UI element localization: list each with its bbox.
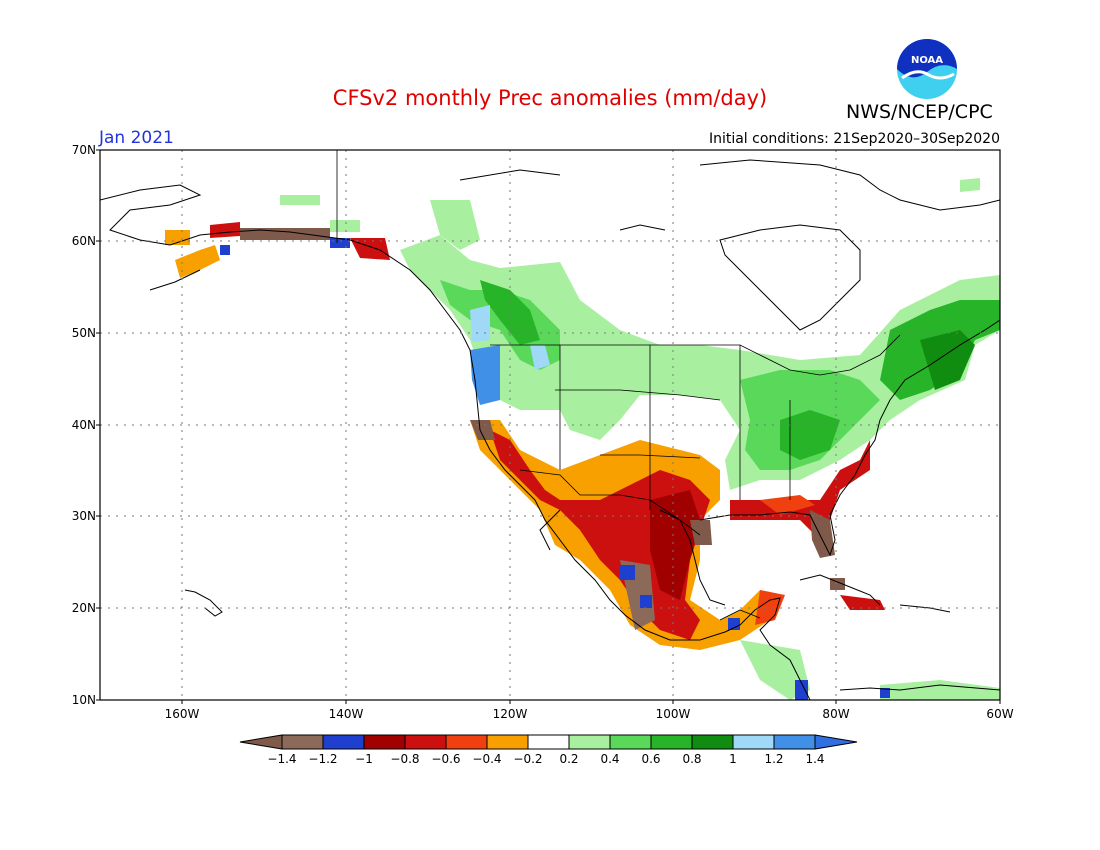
lon-label-80w: 80W — [822, 707, 850, 721]
colorbar-tick-label: −1.4 — [267, 752, 297, 766]
lat-label-20n: 20N — [71, 601, 96, 615]
colorbar-tick-label: −0.8 — [390, 752, 420, 766]
noaa-logo: NOAA — [897, 39, 957, 99]
wet-anomaly-shading — [280, 178, 1000, 700]
graticule — [100, 150, 1000, 700]
colorbar-arrow-left — [239, 734, 283, 750]
colorbar-swatch — [691, 734, 734, 750]
colorbar-swatch — [404, 734, 447, 750]
borders — [336, 150, 901, 621]
colorbar-arrow-right — [814, 734, 858, 750]
colorbar-swatch — [773, 734, 816, 750]
colorbar-swatch — [281, 734, 324, 750]
lat-label-40n: 40N — [71, 418, 96, 432]
lon-label-100w: 100W — [655, 707, 691, 721]
lat-label-70n: 70N — [71, 143, 96, 157]
colorbar-tick-label: 0.8 — [682, 752, 702, 766]
lon-label-160w: 160W — [164, 707, 200, 721]
colorbar-tick-label: −0.6 — [431, 752, 461, 766]
pacific-nw-blue-shading — [470, 305, 550, 405]
colorbar-swatch — [609, 734, 652, 750]
colorbar-swatch — [732, 734, 775, 750]
lat-label-30n: 30N — [71, 509, 96, 523]
map-title: CFSv2 monthly Prec anomalies (mm/day) — [332, 86, 768, 110]
colorbar-tick-label: −1 — [355, 752, 373, 766]
colorbar-swatch — [650, 734, 693, 750]
colorbar-tick-label: 0.4 — [600, 752, 620, 766]
colorbar — [239, 734, 858, 750]
lon-label-140w: 140W — [328, 707, 364, 721]
lon-label-120w: 120W — [492, 707, 528, 721]
colorbar-tick-label: 1 — [729, 752, 737, 766]
colorbar-swatch — [322, 734, 365, 750]
initial-conditions: Initial conditions: 21Sep2020–30Sep2020 — [708, 131, 1000, 147]
colorbar-tick-label: −0.4 — [472, 752, 502, 766]
colorbar-tick-label: 1.4 — [805, 752, 825, 766]
colorbar-tick-label: −0.2 — [513, 752, 543, 766]
agency-label: NWS/NCEP/CPC — [846, 101, 993, 123]
colorbar-tick-label: 0.2 — [559, 752, 579, 766]
lat-label-10n: 10N — [71, 693, 96, 707]
colorbar-swatch — [445, 734, 488, 750]
lat-label-60n: 60N — [71, 234, 96, 248]
colorbar-tick-label: 0.6 — [641, 752, 661, 766]
colorbar-tick-label: −1.2 — [308, 752, 338, 766]
blue-pockets — [220, 238, 890, 700]
noaa-logo-text: NOAA — [911, 55, 943, 66]
colorbar-swatch — [527, 734, 570, 750]
colorbar-swatch — [363, 734, 406, 750]
axis-ticks — [96, 149, 1001, 704]
lat-label-50n: 50N — [71, 326, 96, 340]
colorbar-swatch — [486, 734, 529, 750]
colorbar-swatch — [568, 734, 611, 750]
colorbar-tick-label: 1.2 — [764, 752, 784, 766]
lon-label-60w: 60W — [986, 707, 1014, 721]
valid-month: Jan 2021 — [99, 128, 174, 148]
